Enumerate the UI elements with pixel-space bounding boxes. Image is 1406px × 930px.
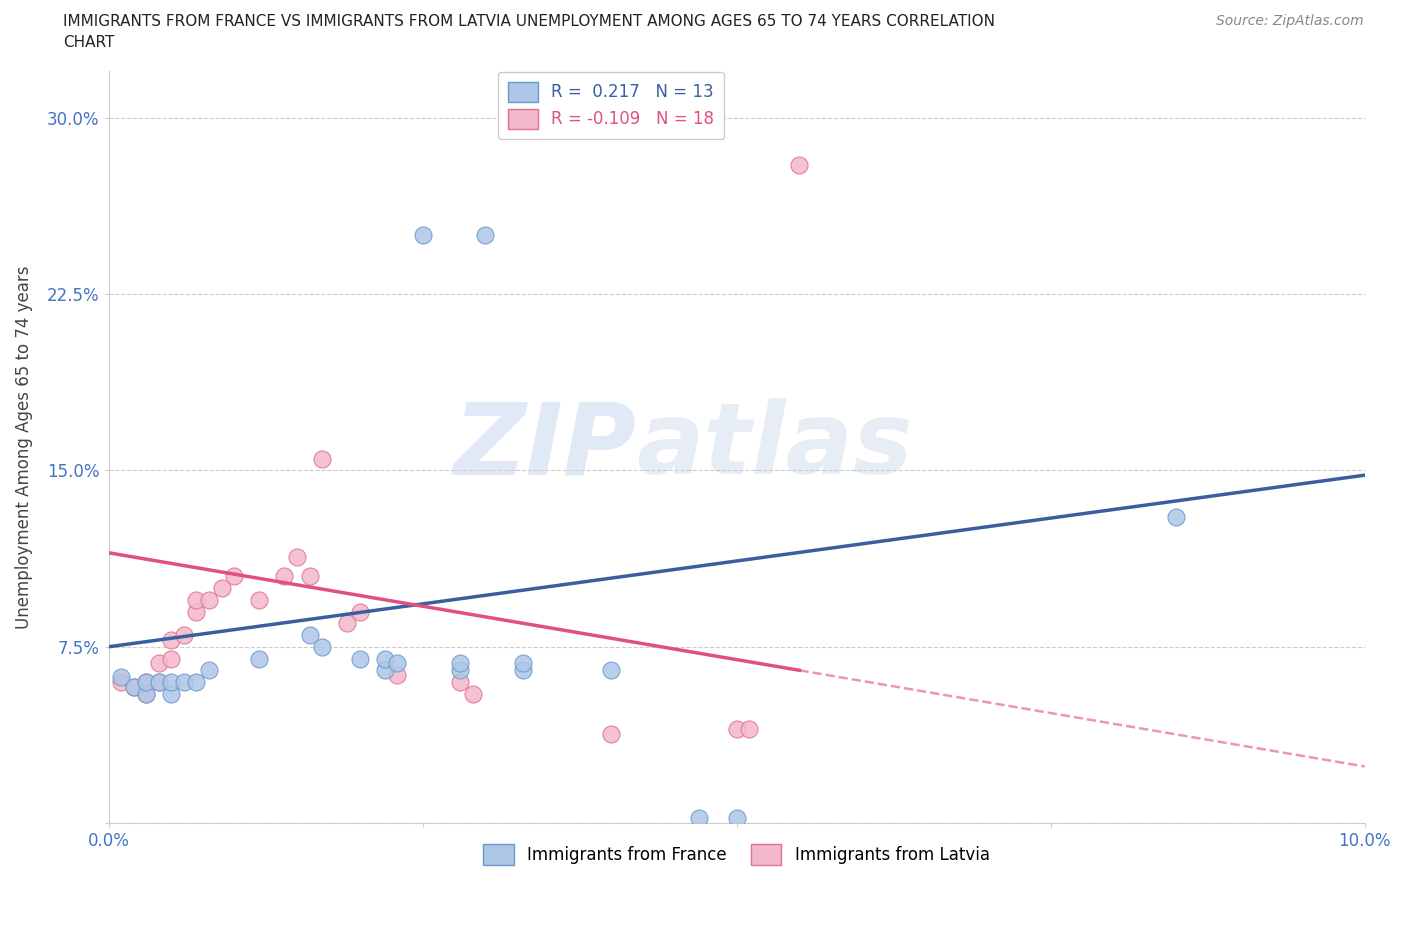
Point	[512, 656, 534, 671]
Point	[160, 686, 183, 701]
Point	[135, 686, 157, 701]
Point	[298, 569, 321, 584]
Point	[336, 616, 359, 631]
Point	[110, 670, 132, 684]
Point	[186, 592, 208, 607]
Point	[374, 663, 396, 678]
Point	[349, 604, 371, 619]
Point	[122, 679, 145, 694]
Point	[173, 674, 195, 689]
Point	[148, 674, 170, 689]
Point	[311, 639, 333, 654]
Point	[135, 674, 157, 689]
Point	[186, 604, 208, 619]
Point	[349, 651, 371, 666]
Point	[738, 722, 761, 737]
Point	[160, 651, 183, 666]
Point	[273, 569, 295, 584]
Point	[512, 663, 534, 678]
Point	[387, 656, 409, 671]
Text: IMMIGRANTS FROM FRANCE VS IMMIGRANTS FROM LATVIA UNEMPLOYMENT AMONG AGES 65 TO 7: IMMIGRANTS FROM FRANCE VS IMMIGRANTS FRO…	[63, 14, 995, 29]
Text: CHART: CHART	[63, 35, 115, 50]
Point	[449, 663, 471, 678]
Point	[285, 550, 308, 565]
Point	[688, 811, 710, 826]
Point	[148, 656, 170, 671]
Point	[135, 686, 157, 701]
Point	[247, 651, 270, 666]
Point	[311, 451, 333, 466]
Point	[298, 628, 321, 643]
Point	[160, 674, 183, 689]
Point	[449, 656, 471, 671]
Point	[374, 651, 396, 666]
Point	[122, 679, 145, 694]
Text: ZIP: ZIP	[453, 398, 636, 496]
Point	[725, 722, 748, 737]
Point	[135, 674, 157, 689]
Point	[474, 228, 496, 243]
Point	[387, 668, 409, 683]
Point	[725, 811, 748, 826]
Point	[110, 674, 132, 689]
Text: Source: ZipAtlas.com: Source: ZipAtlas.com	[1216, 14, 1364, 28]
Point	[789, 157, 811, 172]
Point	[198, 663, 221, 678]
Point	[461, 686, 484, 701]
Point	[198, 592, 221, 607]
Y-axis label: Unemployment Among Ages 65 to 74 years: Unemployment Among Ages 65 to 74 years	[15, 265, 32, 629]
Legend: Immigrants from France, Immigrants from Latvia: Immigrants from France, Immigrants from …	[477, 838, 997, 871]
Point	[247, 592, 270, 607]
Point	[1166, 510, 1188, 525]
Point	[600, 663, 623, 678]
Text: atlas: atlas	[636, 398, 912, 496]
Point	[412, 228, 434, 243]
Point	[449, 674, 471, 689]
Point	[186, 674, 208, 689]
Point	[600, 726, 623, 741]
Point	[224, 569, 246, 584]
Point	[160, 632, 183, 647]
Point	[148, 674, 170, 689]
Point	[211, 580, 233, 595]
Point	[173, 628, 195, 643]
